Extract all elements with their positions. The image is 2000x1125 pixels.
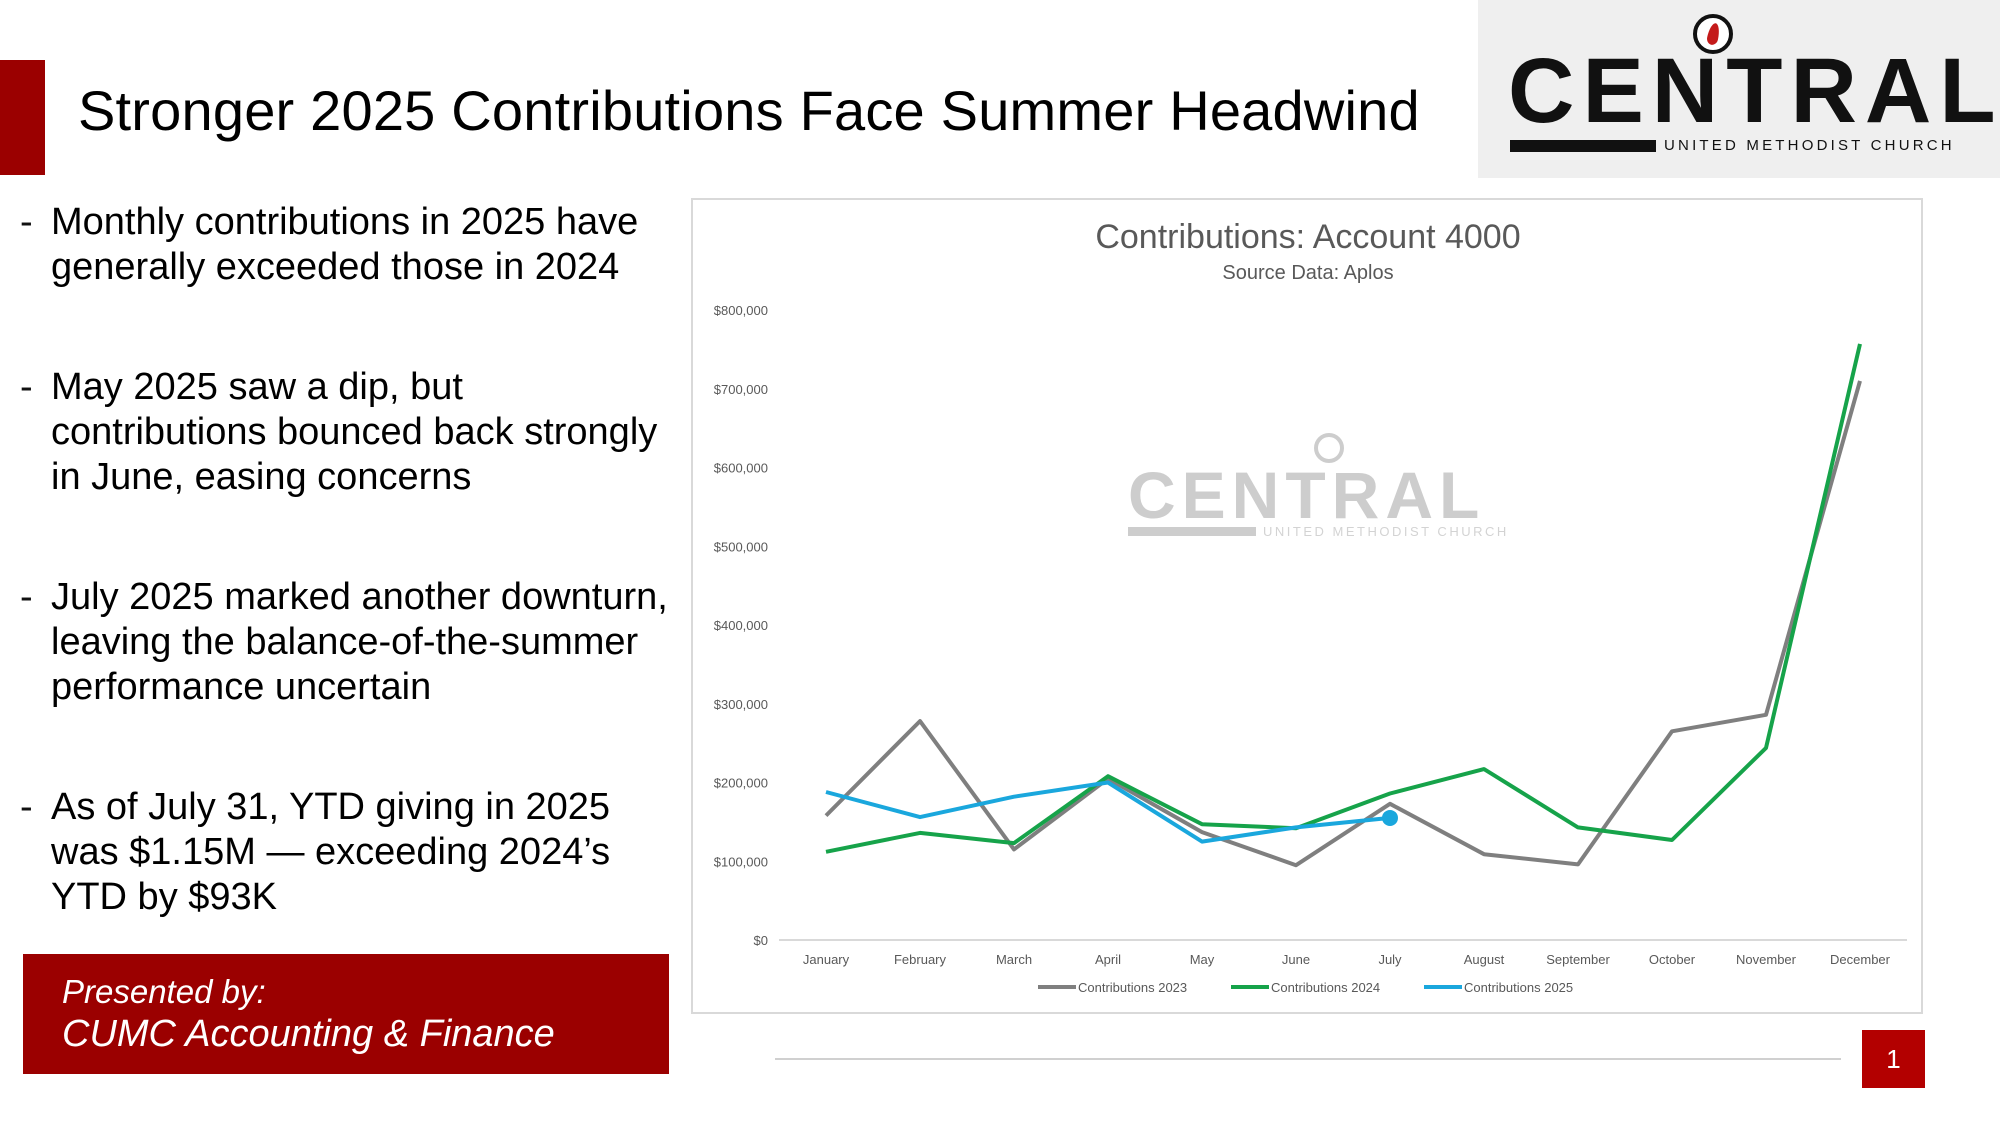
presenter-label: Presented by: <box>62 973 266 1010</box>
bullet-item: - As of July 31, YTD giving in 2025 was … <box>20 785 680 920</box>
legend-label: Contributions 2025 <box>1464 980 1573 995</box>
chart-legend: Contributions 2023 Contributions 2024 Cont… <box>1038 980 1573 995</box>
bullet-text: Monthly contributions in 2025 have gener… <box>51 201 639 288</box>
y-tick-label: $300,000 <box>714 697 768 712</box>
bullet-dash: - <box>20 786 33 828</box>
logo-underbar <box>1510 140 1656 152</box>
bullet-text: As of July 31, YTD giving in 2025 was $1… <box>51 786 611 918</box>
y-tick-label: $600,000 <box>714 461 768 476</box>
contributions-chart: Contributions: Account 4000 Source Data:… <box>691 198 1923 1014</box>
y-tick-label: $700,000 <box>714 382 768 397</box>
title-accent-bar <box>0 60 45 175</box>
church-logo: CENTRAL UNITED METHODIST CHURCH <box>1478 0 2000 178</box>
chart-title: Contributions: Account 4000 <box>1095 218 1520 256</box>
x-tick-label: February <box>894 952 947 967</box>
logo-subtitle: UNITED METHODIST CHURCH <box>1664 137 1955 154</box>
bullet-text: May 2025 saw a dip, but contributions bo… <box>51 366 658 498</box>
bullet-dash: - <box>20 201 33 243</box>
series-line-2 <box>825 343 1862 854</box>
page-number: 1 <box>1862 1030 1925 1088</box>
logo-wordmark: CENTRAL <box>1508 40 2000 142</box>
page-title: Stronger 2025 Contributions Face Summer … <box>78 79 1420 142</box>
flame-emblem-icon <box>1693 14 1733 54</box>
x-tick-label: July <box>1378 952 1402 967</box>
bullet-dash: - <box>20 366 33 408</box>
x-tick-label: April <box>1095 952 1121 967</box>
y-tick-label: $100,000 <box>714 854 768 869</box>
x-tick-label: August <box>1464 952 1505 967</box>
x-tick-label: March <box>996 952 1032 967</box>
y-tick-label: $200,000 <box>714 776 768 791</box>
presenter-name: CUMC Accounting & Finance <box>62 1013 555 1055</box>
watermark-subtitle: UNITED METHODIST CHURCH <box>1263 524 1509 539</box>
y-tick-label: $0 <box>754 933 768 948</box>
bullet-dash: - <box>20 576 33 618</box>
y-tick-label: $800,000 <box>714 303 768 318</box>
footer-divider <box>775 1058 1841 1060</box>
x-tick-label: December <box>1830 952 1891 967</box>
series-line-3 <box>825 780 1391 844</box>
chart-canvas: Contributions: Account 4000 Source Data:… <box>714 218 1907 995</box>
bullet-text: July 2025 marked another downturn, leavi… <box>51 576 668 708</box>
x-tick-label: November <box>1736 952 1797 967</box>
data-point <box>1382 809 1398 826</box>
bullet-item: - Monthly contributions in 2025 have gen… <box>20 200 680 290</box>
watermark-wordmark: CENTRAL <box>1128 458 1485 532</box>
y-tick-label: $400,000 <box>714 618 768 633</box>
chart-subtitle: Source Data: Aplos <box>1222 262 1393 284</box>
series-line-1 <box>824 380 1862 868</box>
x-tick-label: June <box>1282 952 1310 967</box>
legend-label: Contributions 2024 <box>1271 980 1380 995</box>
x-tick-label: September <box>1546 952 1610 967</box>
x-tick-label: May <box>1190 952 1215 967</box>
central-watermark: CENTRAL UNITED METHODIST CHURCH <box>1128 433 1509 539</box>
x-tick-label: January <box>803 952 850 967</box>
presenter-banner: Presented by: CUMC Accounting & Finance <box>23 954 669 1074</box>
bullet-item: - May 2025 saw a dip, but contributions … <box>20 365 680 500</box>
bullet-item: - July 2025 marked another downturn, lea… <box>20 575 680 710</box>
y-tick-label: $500,000 <box>714 539 768 554</box>
x-tick-label: October <box>1649 952 1696 967</box>
legend-label: Contributions 2023 <box>1078 980 1187 995</box>
